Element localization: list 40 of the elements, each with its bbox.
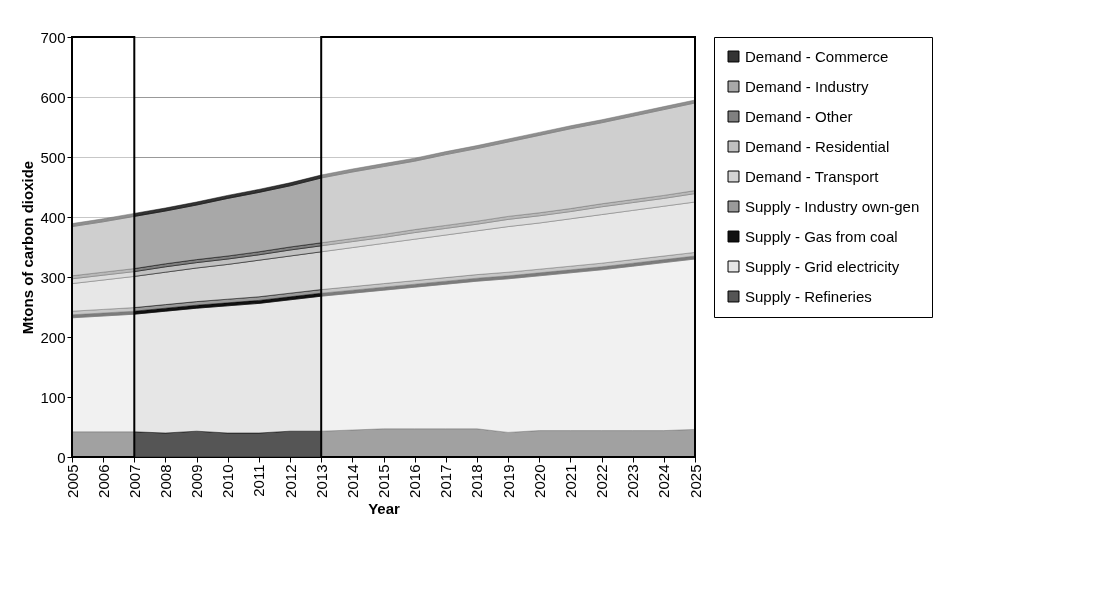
- x-tick-label: 2009: [188, 464, 206, 498]
- x-tick-label: 2019: [499, 464, 517, 498]
- x-tick-label: 2017: [437, 464, 455, 498]
- legend-label: Demand - Other: [745, 107, 853, 125]
- x-tick-label: 2022: [593, 464, 611, 498]
- legend-label: Demand - Commerce: [745, 47, 889, 65]
- y-tick-label: 700: [40, 28, 66, 46]
- y-tick-label: 200: [40, 328, 66, 346]
- y-tick-label: 100: [40, 388, 66, 406]
- x-tick-label: 2025: [686, 464, 704, 498]
- legend-label: Supply - Refineries: [745, 287, 872, 305]
- legend-label: Demand - Industry: [745, 77, 869, 95]
- x-tick-label: 2006: [94, 464, 112, 498]
- y-tick-label: 300: [40, 268, 66, 286]
- x-tick-label: 2023: [624, 464, 642, 498]
- x-tick-label: 2005: [63, 464, 81, 498]
- x-tick-label: 2020: [530, 464, 548, 498]
- y-tick-label: 500: [40, 148, 66, 166]
- legend-label: Supply - Industry own-gen: [745, 197, 920, 215]
- x-tick-label: 2018: [468, 464, 486, 498]
- x-tick-label: 2010: [219, 464, 237, 498]
- y-tick-label: 0: [57, 448, 66, 466]
- x-tick-label: 2013: [312, 464, 330, 498]
- x-tick-label: 2011: [250, 464, 268, 497]
- x-axis-title: Year: [368, 499, 401, 517]
- y-tick-label: 600: [40, 88, 66, 106]
- y-tick-label: 400: [40, 208, 66, 226]
- x-tick-label: 2014: [343, 464, 361, 498]
- x-tick-label: 2016: [406, 464, 424, 498]
- y-axis-title: Mtons of carbon dioxide: [19, 160, 37, 335]
- x-tick-label: 2021: [561, 464, 579, 498]
- x-tick-label: 2015: [375, 464, 392, 498]
- legend-label: Supply - Gas from coal: [745, 227, 898, 245]
- x-tick-label: 2024: [655, 464, 673, 498]
- x-tick-label: 2008: [156, 464, 174, 498]
- legend-label: Demand - Transport: [745, 167, 880, 185]
- x-tick-label: 2012: [281, 464, 299, 498]
- legend-label: Demand - Residential: [745, 137, 890, 155]
- legend-label: Supply - Grid electricity: [745, 257, 900, 275]
- x-tick-label: 2007: [125, 464, 143, 498]
